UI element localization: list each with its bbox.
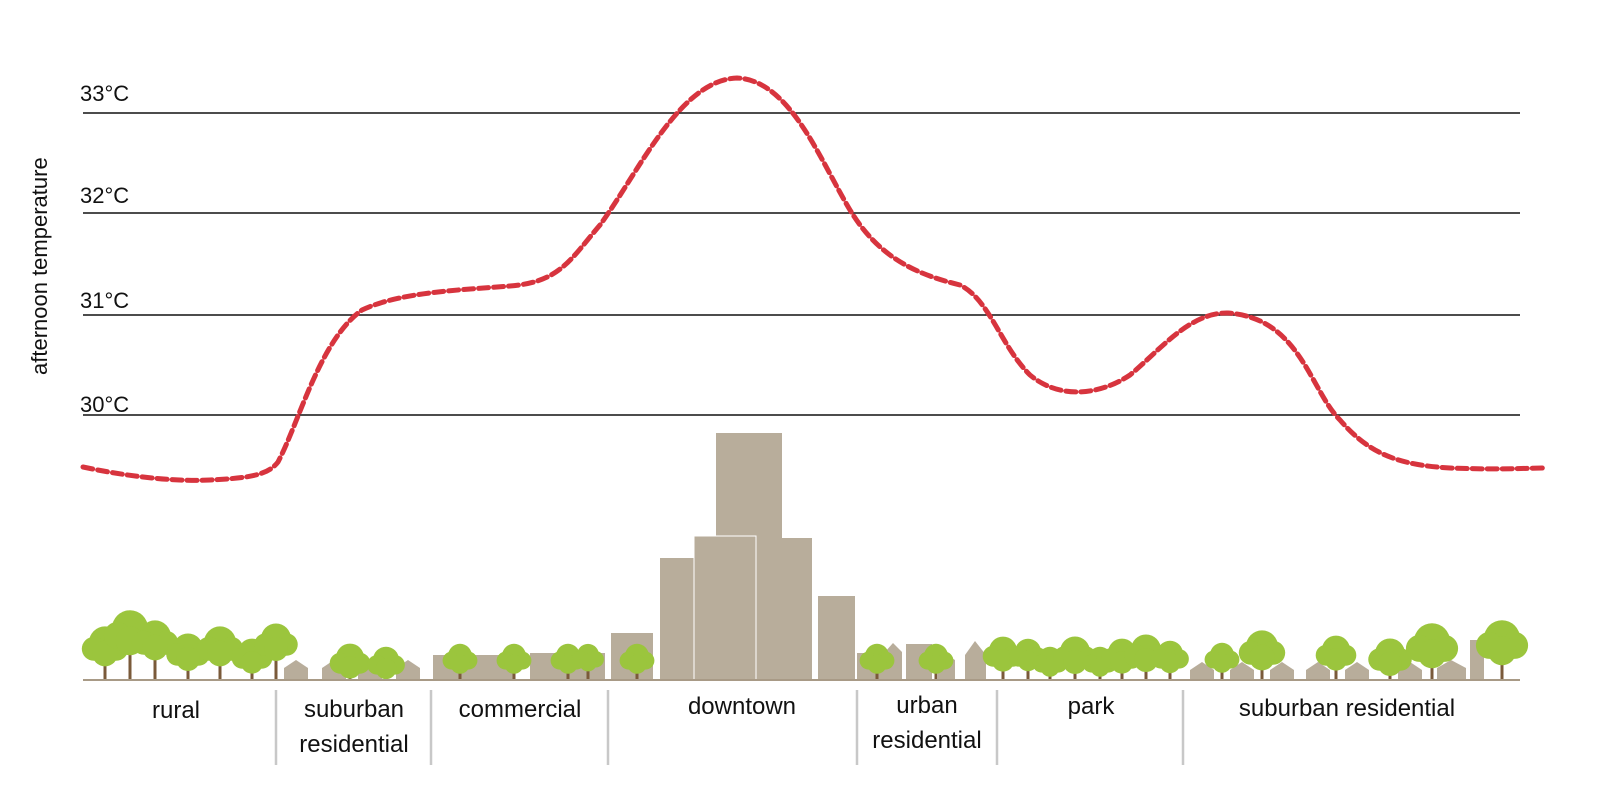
zone-label-urban-residential-line2: residential [872,727,981,754]
tree-icon [1368,638,1412,680]
tree-icon [254,623,298,680]
house [1306,662,1330,680]
tree-icon [1238,630,1286,680]
zone-label-rural: rural [152,697,200,724]
temperature-curve [80,75,1548,483]
tree-icon [572,643,604,680]
zone-label-park: park [1068,693,1116,720]
axis-title: afternoon temperature [27,157,52,375]
buildings [284,433,1484,681]
tree-icon [859,643,895,680]
downtown-building [693,535,757,681]
zone-label-suburban-residential-line1: suburban [304,696,404,723]
tree-icon [131,620,179,680]
zone-label-suburban-residential-line2: residential [299,731,408,758]
downtown-building [818,596,855,680]
tree-icon [1475,620,1529,680]
zone-label-suburban-residential-2: suburban residential [1239,695,1455,722]
tree-icon [1204,642,1240,680]
tree-icon [442,643,478,680]
zone-label-commercial: commercial [459,696,582,723]
tree-icon [1315,635,1357,680]
tree-icon [329,643,371,680]
tree-icon [918,643,954,680]
tick-label-33: 33°C [80,81,129,106]
zone-label-downtown: downtown [688,693,796,720]
house [1345,662,1369,680]
trees [81,610,1529,680]
house [284,660,308,680]
tree-icon [1405,623,1459,680]
downtown-building [780,538,812,680]
tree-icon [367,646,405,680]
tick-label-30: 30°C [80,392,129,417]
tree-icon [619,643,655,680]
tree-icon [166,633,210,680]
tick-label-32: 32°C [80,183,129,208]
house [1270,662,1294,680]
tick-label-31: 31°C [80,288,129,313]
tree-icon [1151,640,1189,680]
urban-building [965,641,986,680]
downtown-building [660,558,696,680]
tree-icon [496,643,532,680]
zone-label-urban-residential-line1: urban [896,692,957,719]
house [1437,660,1466,680]
